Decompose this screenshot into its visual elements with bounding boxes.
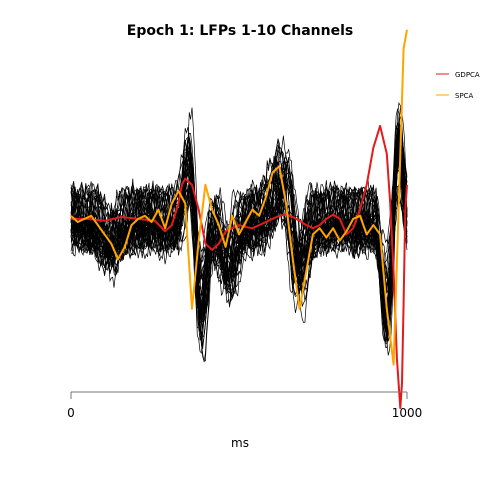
black-trace: [70, 137, 408, 299]
legend-gdpca-label: GDPCA: [455, 71, 480, 79]
legend: GDPCA SPCA: [436, 71, 480, 100]
x-tick-label-0: 0: [67, 406, 75, 420]
series-group: [70, 29, 408, 409]
black-trace: [70, 155, 408, 317]
black-trace: [70, 152, 408, 329]
black-trace: [70, 148, 408, 343]
chart-title: Epoch 1: LFPs 1-10 Channels: [127, 23, 353, 39]
series-line-gdpca: [71, 124, 408, 409]
series-line-spca: [70, 29, 408, 366]
legend-spca-label: SPCA: [455, 92, 474, 100]
black-trace: [70, 144, 408, 321]
x-tick-label-1000: 1000: [392, 406, 423, 420]
x-axis-label: ms: [231, 436, 249, 450]
